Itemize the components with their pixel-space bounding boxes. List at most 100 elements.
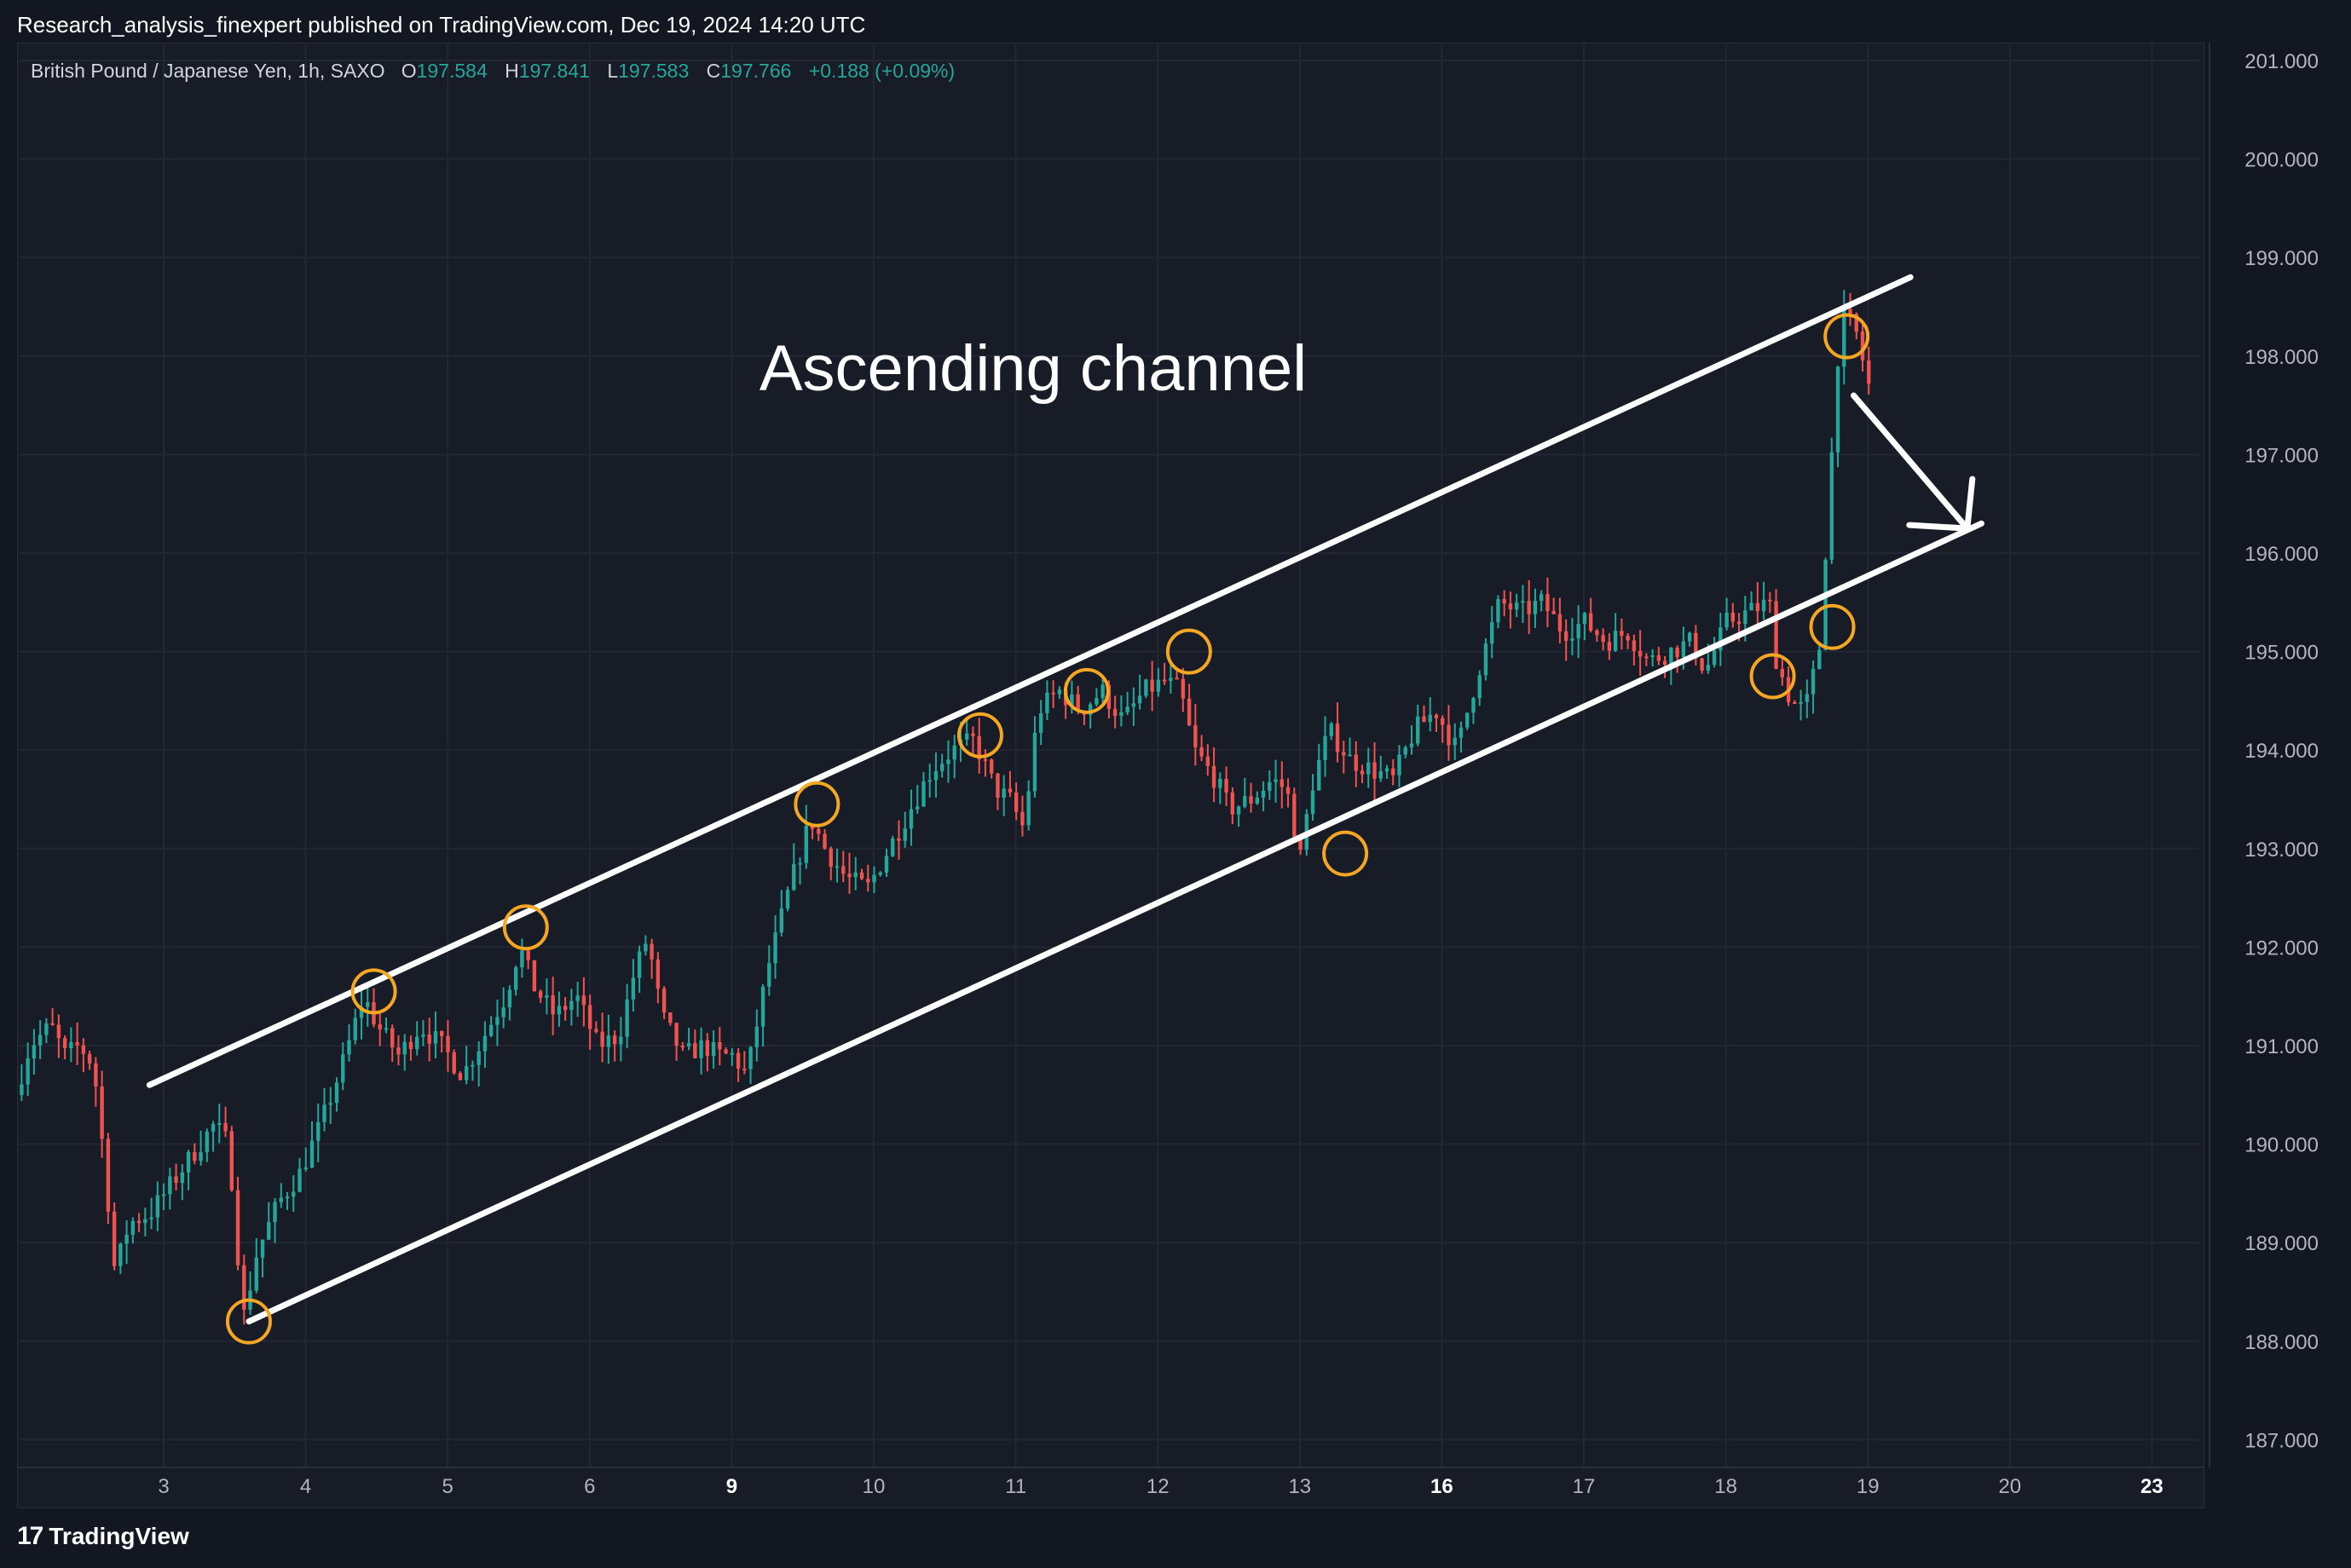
touch-circle[interactable]: [1165, 628, 1212, 675]
candle-body: [594, 1029, 598, 1032]
candle-body: [760, 986, 765, 1027]
candle-body: [668, 1012, 673, 1023]
candle-body: [396, 1047, 401, 1055]
candle-body: [309, 1140, 315, 1168]
candle-body: [56, 1024, 61, 1039]
candle-body: [452, 1052, 456, 1074]
candle-body: [686, 1042, 691, 1046]
candle-body: [680, 1046, 685, 1048]
candle-body: [1817, 649, 1822, 669]
time-axis[interactable]: 3 4 5 6 9 10 11 12 13 16 17 18 19 20 23: [17, 1467, 2204, 1498]
candle-body: [1835, 366, 1840, 453]
candle-body: [1354, 754, 1358, 771]
candle-body: [847, 873, 852, 878]
projection-arrow-shaft[interactable]: [1851, 392, 1971, 532]
touch-circle[interactable]: [225, 1298, 272, 1345]
candle-body: [1285, 787, 1291, 794]
candle-body: [1755, 602, 1760, 612]
candle-body: [1576, 624, 1580, 639]
candle-body: [1434, 714, 1439, 718]
candle-body: [1675, 648, 1679, 658]
candle-body: [1514, 602, 1519, 610]
candle-body: [1848, 308, 1852, 314]
touch-circle[interactable]: [794, 781, 840, 827]
candle-body: [1057, 689, 1062, 695]
candle-body: [921, 781, 926, 807]
candle-body: [1588, 613, 1593, 631]
candle-body: [823, 833, 827, 849]
candle-body: [1730, 612, 1736, 622]
candle-body: [1125, 706, 1129, 712]
touch-circle[interactable]: [1063, 667, 1110, 714]
candle-body: [1342, 752, 1346, 756]
candle-body: [384, 1028, 389, 1030]
candle-body: [1706, 665, 1711, 671]
projection-arrow-head[interactable]: [1906, 476, 1976, 532]
candle-body: [297, 1168, 302, 1192]
candle-body: [1669, 648, 1673, 665]
candle-body: [532, 960, 537, 992]
candle-body: [1595, 630, 1599, 636]
candle-body: [50, 1023, 55, 1025]
candle-body: [1026, 791, 1031, 826]
candle-body: [724, 1049, 728, 1054]
touch-circle[interactable]: [1809, 603, 1856, 650]
candle-body: [965, 733, 969, 740]
time-tick-label: 18: [1714, 1475, 1737, 1498]
candle-body: [193, 1151, 197, 1162]
candle-body: [1471, 698, 1476, 713]
candle-body: [285, 1196, 290, 1199]
drawing-overlay[interactable]: [146, 274, 1984, 1345]
candle-body: [118, 1243, 123, 1266]
candle-body: [1292, 793, 1297, 837]
candle-body: [1687, 632, 1692, 642]
touch-circle[interactable]: [1823, 313, 1870, 360]
touch-circle[interactable]: [502, 904, 549, 951]
candle-body: [674, 1023, 679, 1046]
price-axis[interactable]: 201.000 200.000 199.000 198.000 197.000 196.0…: [2209, 43, 2319, 1467]
chart-pane[interactable]: [17, 43, 2204, 1508]
candle-body: [1100, 684, 1105, 699]
touch-circle[interactable]: [956, 712, 1003, 758]
candle-body: [1372, 762, 1377, 779]
channel-annotation: Ascending channel: [760, 332, 1307, 405]
candle-body: [1477, 675, 1482, 699]
candle-body: [1644, 656, 1649, 659]
candle-body: [1131, 703, 1136, 707]
candle-body: [1261, 790, 1266, 798]
candle-body: [1563, 631, 1568, 641]
candle-body: [211, 1123, 216, 1133]
candle-body: [1860, 331, 1865, 360]
candle-body: [254, 1257, 258, 1291]
candle-body: [1119, 712, 1124, 716]
candle-body: [421, 1034, 425, 1037]
channel-lower-line[interactable]: [245, 520, 1984, 1325]
candle-body: [1539, 594, 1544, 602]
candle-body: [1243, 796, 1247, 807]
candle-body: [1020, 811, 1025, 826]
touch-circle[interactable]: [1322, 830, 1369, 877]
candle-body: [205, 1132, 210, 1153]
candle-body: [464, 1066, 469, 1081]
touch-circle[interactable]: [350, 968, 397, 1015]
candle-body: [983, 759, 988, 762]
candle-body: [1650, 654, 1655, 657]
channel-upper-line[interactable]: [146, 274, 1914, 1088]
candle-body: [341, 1054, 345, 1083]
tradingview-logo[interactable]: 17 TradingView: [17, 1522, 189, 1551]
candle-body: [1570, 638, 1574, 641]
candle-body: [810, 825, 815, 829]
candle-body: [711, 1041, 716, 1057]
candle-body: [507, 989, 512, 1008]
candle-body: [155, 1195, 160, 1218]
touch-circle[interactable]: [1749, 653, 1796, 700]
time-tick-label: 10: [863, 1475, 886, 1498]
candle-body: [322, 1104, 326, 1122]
candle-body: [1854, 314, 1858, 332]
candle-body: [1829, 452, 1834, 560]
candle-body: [1378, 771, 1383, 779]
candle-body: [693, 1042, 697, 1058]
candle-body: [581, 995, 586, 1006]
candle-body: [977, 735, 981, 760]
